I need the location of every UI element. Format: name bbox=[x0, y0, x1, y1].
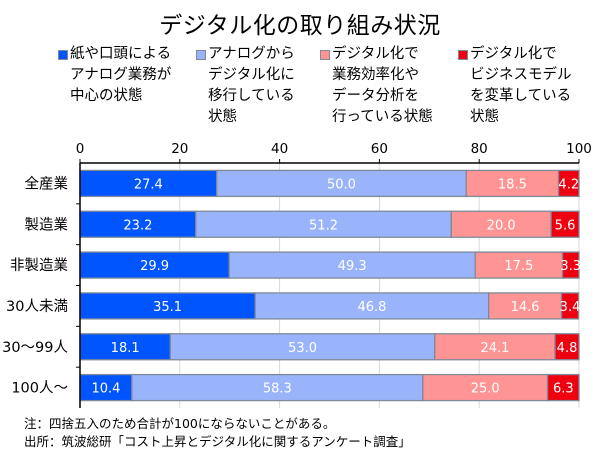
bar-segment bbox=[557, 169, 580, 198]
bar-segment bbox=[79, 210, 197, 238]
legend-label-transformation: デジタル化で ビジネスモデル を変革している 状態 bbox=[470, 46, 572, 125]
data-label: 29.9 bbox=[140, 259, 169, 274]
footnote-source: 出所：筑波総研「コスト上昇とデジタル化に関するアンケート調査」 bbox=[24, 434, 411, 449]
bar-segment bbox=[434, 333, 556, 361]
category-label: 30人未満 bbox=[6, 298, 68, 315]
legend-swatch-analog bbox=[58, 50, 68, 60]
bar-segment bbox=[560, 292, 580, 320]
data-label: 17.5 bbox=[504, 259, 533, 274]
data-label: 25.0 bbox=[471, 382, 500, 397]
bar-segment bbox=[550, 210, 580, 238]
legend-swatch-transformation bbox=[458, 50, 468, 60]
data-label: 5.6 bbox=[555, 218, 576, 233]
data-label: 24.1 bbox=[480, 341, 509, 356]
bar-segment bbox=[228, 251, 476, 279]
data-label: 6.3 bbox=[553, 382, 574, 397]
legend: 紙や口頭による アナログ業務が 中心の状態 アナログから デジタル化に 移行して… bbox=[0, 44, 600, 134]
legend-label-efficiency: デジタル化で 業務効率化や データ分析を 行っている状態 bbox=[332, 46, 433, 125]
x-tick-label: 80 bbox=[471, 141, 488, 157]
data-label: 4.8 bbox=[557, 341, 578, 356]
data-label: 3.4 bbox=[560, 300, 581, 315]
x-tick-label: 20 bbox=[171, 141, 188, 157]
bar-segment bbox=[254, 292, 490, 320]
data-label: 18.1 bbox=[111, 341, 140, 356]
data-label: 27.4 bbox=[134, 177, 163, 192]
data-label: 58.3 bbox=[263, 382, 292, 397]
data-label: 50.0 bbox=[327, 177, 356, 192]
data-label: 4.2 bbox=[558, 177, 579, 192]
bar-segment bbox=[450, 210, 552, 238]
category-label: 全産業 bbox=[25, 174, 69, 192]
category-label: 製造業 bbox=[25, 216, 69, 233]
data-label: 10.4 bbox=[91, 382, 120, 397]
x-tick-label: 40 bbox=[271, 141, 288, 157]
x-tick-label: 0 bbox=[76, 141, 85, 157]
data-label: 51.2 bbox=[309, 218, 338, 233]
data-label: 23.2 bbox=[123, 218, 152, 233]
data-label: 46.8 bbox=[357, 300, 386, 315]
chart-title: デジタル化の取り組み状況 bbox=[159, 13, 441, 39]
bar-segment bbox=[422, 373, 549, 402]
data-label: 18.5 bbox=[498, 177, 527, 192]
category-label: 100人〜 bbox=[11, 380, 68, 397]
legend-label-analog: 紙や口頭による アナログ業務が 中心の状態 bbox=[70, 46, 172, 104]
data-label: 53.0 bbox=[288, 341, 317, 356]
legend-swatch-efficiency bbox=[320, 50, 330, 60]
bar-segment bbox=[79, 333, 171, 361]
x-tick-label: 100 bbox=[566, 141, 592, 157]
bar-segment bbox=[554, 333, 580, 361]
legend-swatch-transitioning bbox=[196, 50, 206, 60]
data-label: 35.1 bbox=[153, 300, 182, 315]
data-label: 49.3 bbox=[338, 259, 367, 274]
bar-segment bbox=[169, 333, 436, 361]
bar-segment bbox=[546, 373, 580, 402]
bar-segment bbox=[195, 210, 452, 238]
bar-segment bbox=[474, 251, 564, 279]
data-label: 20.0 bbox=[487, 218, 516, 233]
bar-segment bbox=[465, 169, 560, 198]
bar-segment bbox=[131, 373, 424, 402]
footnote-rounding: 注：四捨五入のため合計が100にならないことがある。 bbox=[24, 416, 336, 431]
x-tick-label: 60 bbox=[371, 141, 388, 157]
category-label: 非製造業 bbox=[10, 257, 68, 274]
bar-segment bbox=[79, 292, 256, 320]
legend-label-transitioning: アナログから デジタル化に 移行している 状態 bbox=[208, 46, 295, 125]
data-label: 14.6 bbox=[511, 300, 540, 315]
bar-segment bbox=[561, 251, 580, 279]
category-label: 30〜99人 bbox=[2, 339, 68, 356]
data-label: 3.3 bbox=[560, 259, 581, 274]
